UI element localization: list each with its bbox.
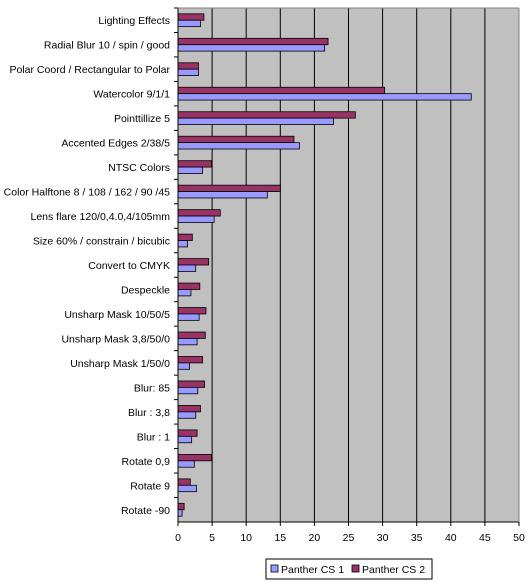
bar-panther-cs1 xyxy=(177,509,183,517)
category-label: Rotate 9 xyxy=(130,480,170,492)
legend-swatch-panther-cs1 xyxy=(270,564,279,573)
x-tick-label: 40 xyxy=(445,532,457,544)
category-label: Unsharp Mask 10/50/5 xyxy=(64,309,170,321)
x-tick-label: 35 xyxy=(411,532,423,544)
bar-panther-cs1 xyxy=(177,484,197,493)
x-tick-label: 30 xyxy=(377,532,389,544)
bar-panther-cs2 xyxy=(177,37,329,46)
category-label: Blur : 1 xyxy=(137,431,170,443)
bar-panther-cs1 xyxy=(177,435,193,444)
bar-panther-cs2 xyxy=(177,429,198,437)
category-label: Rotate 0,9 xyxy=(122,456,171,468)
bar-panther-cs2 xyxy=(177,258,210,266)
bar-panther-cs2 xyxy=(177,184,281,192)
category-label: Blur : 3,8 xyxy=(128,407,170,419)
bar-panther-cs1 xyxy=(177,362,190,370)
bar-panther-cs1 xyxy=(177,142,300,150)
bar-panther-cs2 xyxy=(177,454,212,462)
bar-panther-cs1 xyxy=(177,166,203,174)
x-tick-label: 10 xyxy=(240,532,252,544)
x-tick-label: 5 xyxy=(209,532,215,544)
bar-panther-cs1 xyxy=(177,460,195,468)
bar-panther-cs2 xyxy=(177,405,201,413)
legend-label-panther-cs1: Panther CS 1 xyxy=(281,564,344,576)
bar-panther-cs2 xyxy=(177,86,386,95)
x-tick-label: 20 xyxy=(309,532,321,544)
bar-panther-cs2 xyxy=(177,502,185,511)
bar-panther-cs2 xyxy=(177,62,199,70)
category-label: Lens flare 120/0,4.0,4/105mm xyxy=(30,211,170,223)
category-label: Watercolor 9/1/1 xyxy=(93,89,170,101)
category-label: Unsharp Mask 3,8/50/0 xyxy=(61,333,170,345)
x-tick-label: 45 xyxy=(479,532,491,544)
x-tick-label: 50 xyxy=(513,532,525,544)
category-label: NTSC Colors xyxy=(108,162,170,174)
bar-panther-cs2 xyxy=(177,356,203,364)
bar-panther-cs1 xyxy=(177,19,201,28)
bar-panther-cs2 xyxy=(177,380,205,388)
bar-panther-cs2 xyxy=(177,13,205,21)
bar-panther-cs1 xyxy=(177,411,197,419)
category-label: Blur: 85 xyxy=(134,382,170,394)
bar-panther-cs1 xyxy=(177,191,268,199)
category-label: Pointtillize 5 xyxy=(114,113,170,125)
category-label: Lighting Effects xyxy=(98,15,170,27)
bar-panther-cs2 xyxy=(177,478,191,486)
bar-panther-cs1 xyxy=(177,44,326,52)
legend xyxy=(265,558,433,580)
category-label: Unsharp Mask 1/50/0 xyxy=(70,358,170,370)
bar-panther-cs2 xyxy=(177,209,221,217)
bar-panther-cs2 xyxy=(177,135,295,144)
category-label: Convert to CMYK xyxy=(88,260,170,272)
bar-panther-cs2 xyxy=(177,282,201,290)
bar-panther-cs2 xyxy=(177,233,193,241)
legend-swatch-panther-cs2 xyxy=(351,564,360,573)
bar-panther-cs2 xyxy=(177,307,207,315)
bar-panther-cs1 xyxy=(177,93,472,101)
category-label: Accented Edges 2/38/5 xyxy=(61,138,170,150)
bar-panther-cs2 xyxy=(177,331,206,339)
category-label: Rotate -90 xyxy=(121,505,170,517)
x-tick-label: 15 xyxy=(274,532,286,544)
x-tick-label: 25 xyxy=(343,532,355,544)
bar-panther-cs1 xyxy=(177,117,334,125)
bar-panther-cs1 xyxy=(177,313,200,321)
bar-panther-cs1 xyxy=(177,68,199,76)
category-label: Color Halftone 8 / 108 / 162 / 90 /45 xyxy=(4,187,171,199)
bar-panther-cs1 xyxy=(177,215,215,223)
category-label: Size 60% / constrain / bicubic xyxy=(33,236,170,248)
bar-panther-cs1 xyxy=(177,289,192,297)
bar-panther-cs1 xyxy=(177,240,188,248)
bar-panther-cs2 xyxy=(177,160,212,168)
x-tick-label: 0 xyxy=(175,532,181,544)
category-label: Despeckle xyxy=(121,284,170,296)
bar-panther-cs1 xyxy=(177,386,199,395)
category-label: Polar Coord / Rectangular to Polar xyxy=(10,64,171,76)
legend-label-panther-cs2: Panther CS 2 xyxy=(362,564,425,576)
bar-panther-cs1 xyxy=(177,338,198,346)
bar-panther-cs2 xyxy=(177,111,356,119)
category-label: Radial Blur 10 / spin / good xyxy=(44,40,170,52)
bar-panther-cs1 xyxy=(177,264,197,272)
